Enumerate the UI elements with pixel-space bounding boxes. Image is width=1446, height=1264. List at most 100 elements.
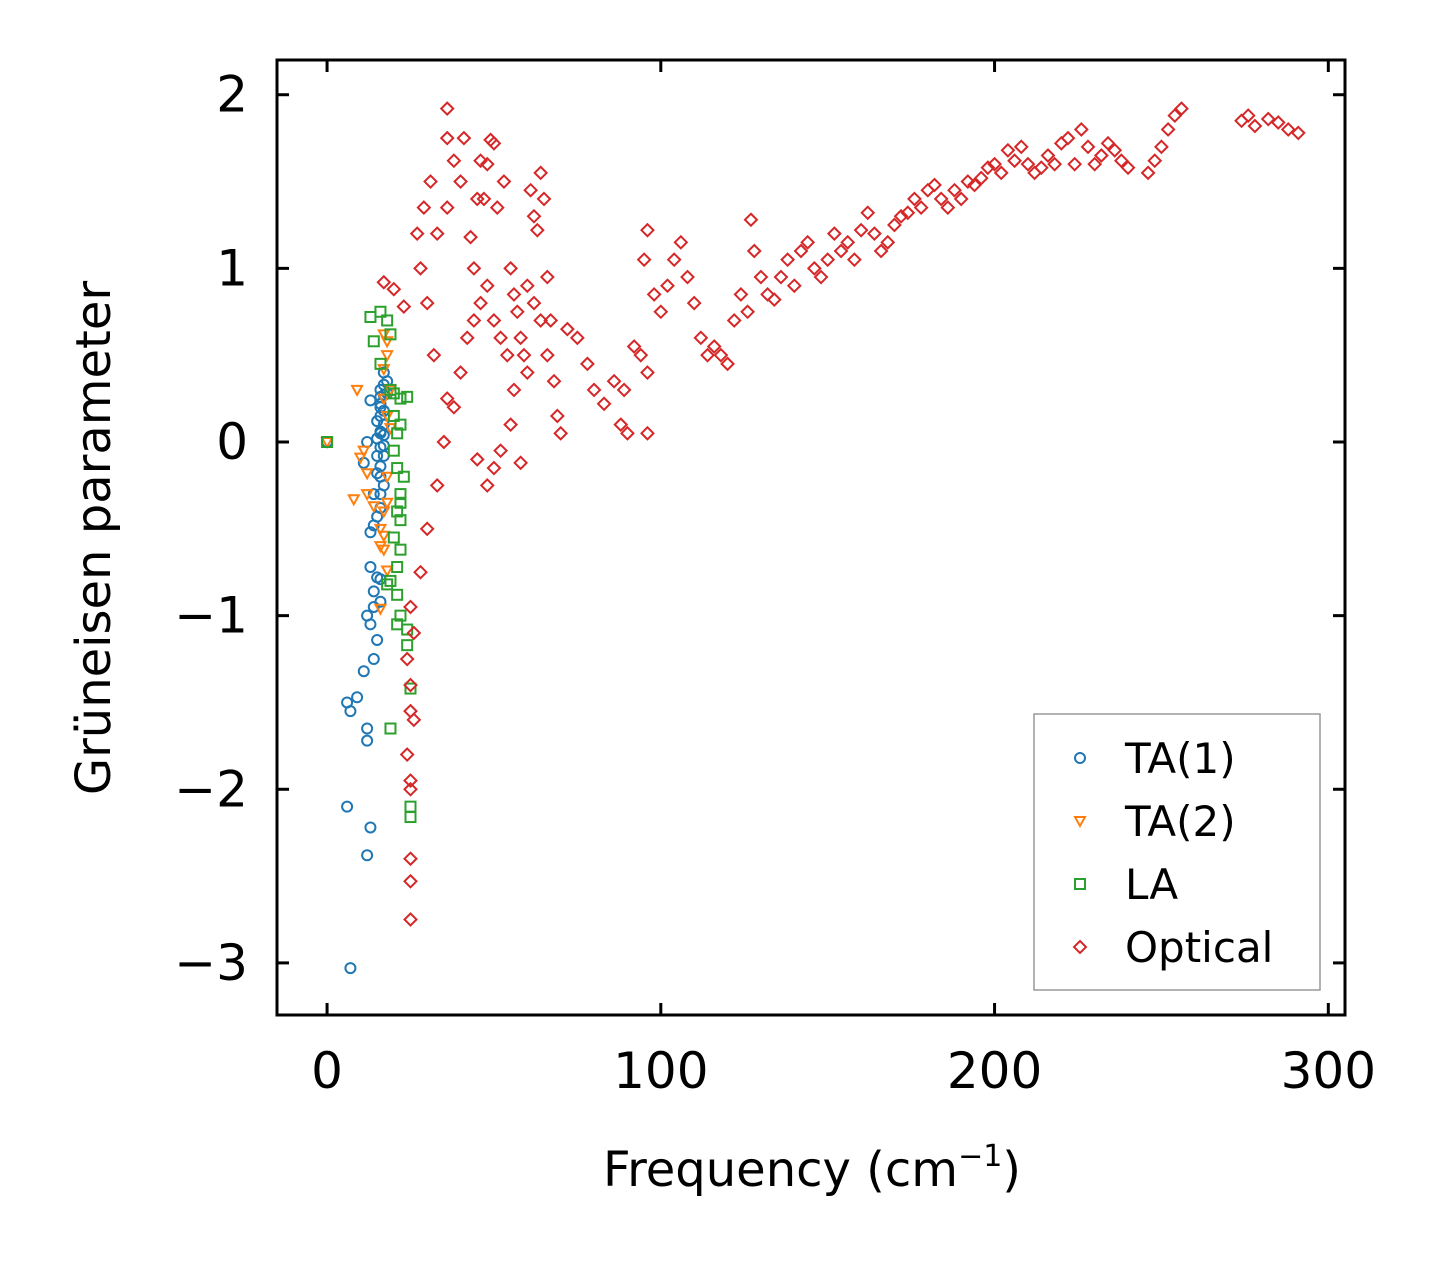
data-point (740, 304, 756, 320)
data-point (353, 452, 368, 465)
data-point (373, 523, 388, 536)
data-point (446, 399, 462, 415)
data-point (456, 130, 472, 146)
data-point (374, 595, 387, 608)
y-tick-label: −1 (174, 587, 248, 645)
data-point (459, 330, 475, 346)
data-point (833, 243, 849, 259)
data-point (503, 417, 519, 433)
data-point (384, 574, 397, 587)
data-point (391, 427, 404, 440)
data-point (840, 234, 856, 250)
data-point (1247, 118, 1263, 134)
data-point (1020, 156, 1036, 172)
data-point (413, 564, 428, 580)
data-point (394, 488, 407, 501)
data-point (543, 313, 559, 328)
legend-marker (1074, 878, 1086, 890)
data-point (399, 651, 415, 667)
data-point (436, 434, 452, 450)
data-point (406, 625, 422, 641)
y-tick-label: 2 (216, 66, 248, 124)
data-point (1013, 139, 1029, 155)
data-point (1107, 142, 1123, 158)
y-tick-label: −3 (174, 934, 248, 992)
x-tick-label: 100 (613, 1042, 708, 1100)
data-point (367, 585, 380, 598)
x-axis-label-exponent: −1 (958, 1139, 1002, 1174)
data-point (394, 418, 407, 431)
data-point (860, 205, 876, 221)
data-point (1073, 122, 1089, 137)
data-point (1040, 148, 1056, 163)
data-point (391, 505, 404, 518)
data-point (539, 269, 555, 285)
data-point (377, 393, 391, 406)
data-point (360, 468, 374, 481)
data-point (367, 501, 381, 514)
data-point (386, 281, 402, 297)
data-point (636, 252, 652, 268)
data-point (351, 691, 364, 704)
data-point (373, 541, 388, 554)
data-point (967, 177, 982, 193)
legend-entry: TA(2) (1073, 797, 1236, 846)
y-tick-label: −2 (174, 760, 248, 818)
data-point (1174, 101, 1189, 117)
data-point (486, 135, 502, 151)
data-point (933, 191, 949, 207)
data-point (403, 773, 418, 789)
legend-entry: TA(1) (1074, 734, 1236, 783)
data-point (513, 330, 529, 346)
data-point (357, 665, 370, 678)
data-point (1290, 125, 1306, 141)
x-tick-label: 200 (947, 1042, 1042, 1100)
data-point (364, 561, 377, 574)
data-point (479, 477, 495, 493)
data-point (746, 243, 762, 259)
data-point (453, 174, 468, 189)
series-ta-1 (321, 366, 394, 975)
data-point (486, 313, 502, 328)
data-point (361, 609, 374, 622)
data-point (519, 278, 535, 294)
data-point (686, 295, 702, 311)
data-point (446, 153, 462, 169)
data-point (384, 383, 397, 396)
data-point (394, 392, 407, 405)
data-point (479, 156, 495, 172)
data-point (806, 260, 822, 276)
data-point (846, 252, 862, 268)
data-point (403, 599, 418, 615)
data-point (347, 494, 361, 507)
data-point (439, 200, 455, 216)
data-point (380, 471, 394, 484)
data-point (413, 260, 428, 276)
data-point (693, 330, 709, 346)
data-point (364, 821, 377, 834)
data-point (439, 391, 455, 407)
x-axis-label-main: Frequency (cm (603, 1142, 958, 1198)
data-point (640, 425, 655, 441)
data-point (321, 436, 334, 448)
data-point (404, 682, 417, 695)
data-point (361, 722, 374, 735)
data-point (419, 295, 435, 311)
data-point (813, 269, 829, 285)
data-point (384, 328, 397, 341)
data-point (499, 347, 515, 363)
data-point (350, 384, 364, 397)
data-point (1093, 148, 1109, 163)
data-point (364, 394, 377, 407)
data-point (1240, 108, 1256, 123)
data-point (439, 101, 455, 117)
data-point (404, 811, 417, 824)
data-point (1260, 111, 1276, 127)
plot-frame (275, 58, 1347, 1017)
data-point (396, 299, 412, 314)
data-point (1060, 130, 1076, 146)
data-point (380, 336, 394, 349)
data-point (596, 396, 612, 412)
data-point (700, 347, 715, 363)
data-point (766, 292, 782, 308)
